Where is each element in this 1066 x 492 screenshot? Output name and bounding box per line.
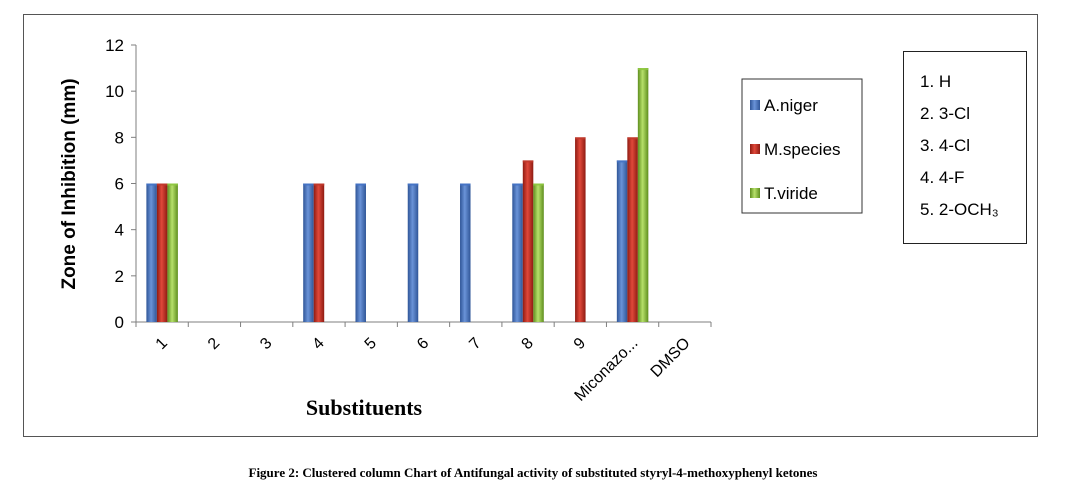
legend-swatch	[750, 144, 760, 154]
bar-top-cap	[460, 183, 471, 186]
bar-top-cap	[533, 183, 544, 186]
bar-m-species	[313, 183, 325, 322]
x-tick-label: 2	[205, 335, 223, 353]
legend-label: T.viride	[764, 184, 818, 203]
bar-top-cap	[407, 183, 419, 186]
bar-a-niger	[303, 183, 314, 322]
bar-m-species	[522, 160, 534, 322]
bar-m-species	[627, 137, 638, 322]
bar-top-cap	[355, 183, 366, 186]
x-tick-label: 8	[519, 335, 537, 353]
y-tick-label: 6	[115, 175, 124, 194]
legend-swatch	[750, 100, 760, 110]
y-tick-label: 10	[105, 82, 124, 101]
bar-top-cap	[146, 183, 157, 186]
y-tick-labels: 0 2 4 6 8 10 12	[105, 36, 124, 332]
bar-top-cap	[512, 183, 523, 186]
bar-a-niger	[616, 160, 628, 322]
bar-top-cap	[522, 160, 534, 163]
y-tick-label: 8	[115, 128, 124, 147]
x-axis-label: Substituents	[306, 395, 423, 420]
bar-m-species	[156, 183, 168, 322]
bar-a-niger	[146, 183, 157, 322]
legend-swatch	[750, 188, 760, 198]
substituent-key-item: 2. 3-Cl	[920, 104, 971, 123]
legend-box	[741, 78, 863, 214]
bar-m-species	[575, 137, 586, 322]
x-tick-label: 1	[153, 335, 171, 353]
x-tick-label: 3	[257, 335, 275, 353]
y-tick-label: 2	[115, 267, 124, 286]
bar-top-cap	[627, 137, 638, 140]
y-tick-label: 12	[105, 36, 124, 55]
x-tick-label: DMSO	[648, 335, 694, 381]
substituent-key-list: 1. H 2. 3-Cl 3. 4-Cl 4. 4-F 5. 2-OCH₃	[904, 52, 1026, 226]
x-tick-label: 9	[571, 335, 589, 353]
bar-t-viride	[637, 68, 649, 322]
bar-top-cap	[616, 160, 628, 163]
substituent-key-item: 5. 2-OCH₃	[920, 200, 999, 219]
x-tick-label: 7	[466, 335, 484, 353]
substituent-key-item: 4. 4-F	[920, 168, 965, 187]
bar-t-viride	[533, 183, 544, 322]
bars	[146, 68, 649, 322]
bar-top-cap	[313, 183, 325, 186]
bar-a-niger	[407, 183, 419, 322]
y-tick-label: 4	[115, 221, 124, 240]
bar-t-viride	[167, 183, 178, 322]
y-axis-label: Zone of Inhibition (mm)	[59, 78, 80, 289]
bar-top-cap	[637, 68, 649, 71]
legend: A.niger M.species T.viride	[741, 78, 863, 214]
bar-a-niger	[512, 183, 523, 322]
bar-a-niger	[460, 183, 471, 322]
bar-top-cap	[303, 183, 314, 186]
substituent-key-box: 1. H 2. 3-Cl 3. 4-Cl 4. 4-F 5. 2-OCH₃	[903, 51, 1027, 244]
bar-top-cap	[156, 183, 168, 186]
x-tick-label: 6	[414, 335, 432, 353]
x-tick-label: 5	[362, 335, 380, 353]
bar-top-cap	[575, 137, 586, 140]
figure-frame: 1 2 3 4 5 6 7 8 9 Miconazo... DMSO 0 2 4 6 8 10 12 Zone …	[23, 14, 1038, 437]
y-tick-label: 0	[115, 313, 124, 332]
bar-top-cap	[167, 183, 178, 186]
legend-label: A.niger	[764, 96, 818, 115]
axes	[131, 44, 712, 327]
substituent-key-item: 1. H	[920, 72, 952, 91]
figure-caption: Figure 2: Clustered column Chart of Anti…	[248, 465, 818, 480]
legend-label: M.species	[764, 140, 841, 159]
substituent-key-item: 3. 4-Cl	[920, 136, 971, 155]
x-tick-label: 4	[309, 335, 327, 353]
bar-a-niger	[355, 183, 366, 322]
